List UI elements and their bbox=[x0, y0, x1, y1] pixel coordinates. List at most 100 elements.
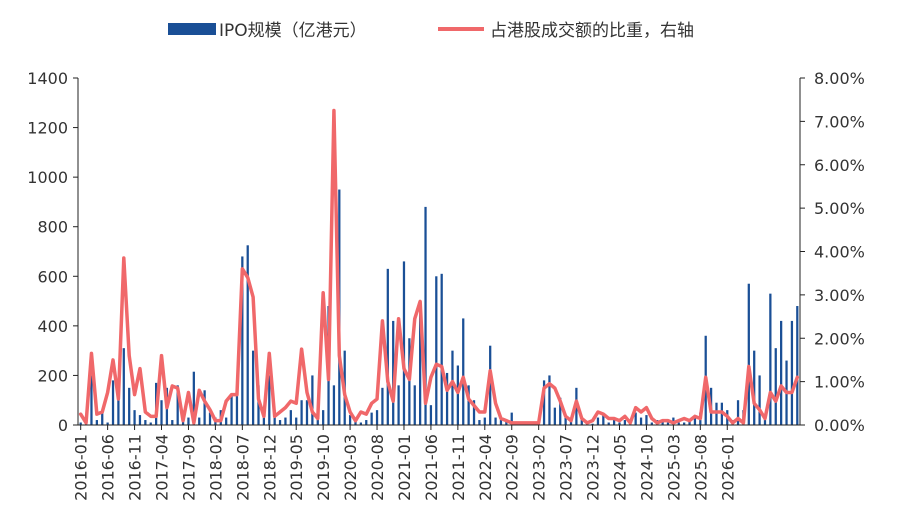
x-axis-tick-label: 2018-07 bbox=[233, 434, 252, 501]
x-axis-tick-label: 2016-06 bbox=[99, 434, 118, 501]
ipo-bar bbox=[192, 371, 195, 425]
legend-bar-swatch bbox=[168, 23, 216, 35]
right-axis-tick-label: 5.00% bbox=[814, 199, 865, 218]
right-axis-tick-label: 6.00% bbox=[814, 156, 865, 175]
ipo-bar bbox=[478, 420, 481, 425]
x-axis-tick-label: 2025-08 bbox=[691, 434, 710, 501]
ipo-bar bbox=[381, 387, 384, 425]
ipo-bar bbox=[171, 420, 174, 425]
ipo-bar bbox=[322, 410, 325, 425]
ipo-bar bbox=[375, 410, 379, 425]
left-axis-tick-label: 400 bbox=[37, 317, 68, 336]
ipo-bar bbox=[564, 417, 567, 425]
ipo-bar bbox=[559, 397, 562, 425]
ipo-bar bbox=[790, 320, 794, 425]
ipo-bar bbox=[591, 423, 594, 425]
x-axis-tick-label: 2019-05 bbox=[287, 434, 306, 501]
ipo-bar bbox=[548, 375, 551, 425]
ipo-bar bbox=[467, 385, 470, 425]
line-series bbox=[78, 108, 800, 425]
x-axis-tick-label: 2024-10 bbox=[637, 434, 656, 501]
ipo-bar bbox=[607, 422, 610, 425]
ipo-bar bbox=[198, 417, 201, 425]
left-axis-tick-label: 1400 bbox=[27, 69, 68, 88]
ipo-bar bbox=[106, 422, 109, 425]
ipo-bar bbox=[542, 380, 546, 425]
ipo-bar bbox=[763, 417, 767, 425]
ipo-bar bbox=[666, 422, 670, 425]
ipo-bar bbox=[440, 273, 443, 425]
ipo-bar bbox=[392, 320, 395, 425]
x-axis-tick-label: 2018-02 bbox=[206, 434, 225, 501]
ipo-bar bbox=[397, 385, 400, 425]
ipo-bar bbox=[311, 375, 314, 425]
ipo-bar bbox=[225, 417, 228, 425]
ipo-bar bbox=[569, 420, 573, 425]
ipo-bar bbox=[553, 407, 556, 425]
ipo-bar bbox=[489, 345, 492, 425]
right-axis-tick-label: 0.00% bbox=[814, 416, 865, 435]
ipo-bar bbox=[203, 390, 206, 425]
ipo-bar bbox=[645, 415, 648, 425]
ipo-bar bbox=[149, 422, 152, 425]
x-axis-tick-label: 2020-08 bbox=[368, 434, 387, 501]
x-axis-tick-label: 2022-04 bbox=[476, 434, 495, 501]
ipo-bar bbox=[208, 412, 212, 425]
x-axis-tick-label: 2020-03 bbox=[341, 434, 360, 501]
ipo-bar bbox=[386, 268, 389, 425]
ipo-bar bbox=[402, 261, 406, 425]
x-axis-tick-label: 2022-09 bbox=[503, 434, 522, 501]
ipo-bar bbox=[747, 283, 750, 425]
right-axis-tick-label: 2.00% bbox=[814, 329, 865, 348]
ipo-bar bbox=[251, 350, 255, 425]
left-axis: 0 200 400 600 800 1000 1200 1400 bbox=[27, 69, 79, 435]
right-axis: 0.00% 1.00% 2.00% 3.00% 4.00% 5.00% 6.00% 7.00%… bbox=[799, 69, 865, 435]
ipo-bar bbox=[268, 375, 271, 425]
x-axis-tick-label: 2021-06 bbox=[422, 434, 441, 501]
ipo-bar bbox=[483, 417, 486, 425]
ipo-bar bbox=[472, 400, 476, 425]
ipo-bar bbox=[111, 380, 115, 425]
x-axis-tick-label: 2017-04 bbox=[153, 434, 172, 501]
x-axis-tick-label: 2026-01 bbox=[718, 434, 737, 501]
ipo-bar bbox=[413, 385, 416, 425]
ipo-bar bbox=[408, 338, 411, 425]
x-axis-tick-label: 2025-03 bbox=[664, 434, 683, 501]
ipo-bar bbox=[456, 365, 459, 425]
left-axis-tick-label: 800 bbox=[37, 218, 68, 237]
ipo-bar bbox=[187, 417, 190, 425]
ipo-bar bbox=[117, 387, 120, 425]
x-axis-tick-label: 2023-12 bbox=[584, 434, 603, 501]
ipo-bar bbox=[160, 400, 163, 425]
right-axis-tick-label: 4.00% bbox=[814, 243, 865, 262]
ipo-bar bbox=[144, 420, 147, 425]
x-axis: 2016-01 2016-06 2016-11 2017-04 2017-09 2018-… bbox=[72, 424, 800, 501]
ipo-bar bbox=[90, 375, 93, 425]
left-axis-tick-label: 1000 bbox=[27, 168, 68, 187]
legend-line-label: 占港股成交额的比重，右轴 bbox=[490, 21, 694, 41]
right-axis-tick-label: 8.00% bbox=[814, 69, 865, 88]
ipo-bar bbox=[435, 276, 438, 425]
ipo-bar bbox=[348, 415, 352, 425]
legend: IPO规模（亿港元） 占港股成交额的比重，右轴 bbox=[168, 21, 694, 41]
ipo-bar bbox=[230, 395, 233, 425]
ipo-bar bbox=[736, 400, 740, 425]
ipo-bar bbox=[758, 375, 761, 425]
left-axis-tick-label: 600 bbox=[37, 267, 68, 286]
ipo-bar bbox=[235, 395, 239, 425]
ipo-bar bbox=[688, 420, 691, 425]
ipo-bar bbox=[445, 372, 449, 425]
ipo-bar bbox=[284, 417, 287, 425]
x-axis-tick-label: 2018-12 bbox=[260, 434, 279, 501]
ipo-bar bbox=[796, 306, 799, 425]
ipo-bar bbox=[634, 412, 637, 425]
ipo-bar bbox=[257, 385, 260, 425]
ipo-bar bbox=[769, 293, 772, 425]
ipo-bar bbox=[128, 387, 131, 425]
ipo-bar bbox=[95, 420, 98, 425]
ipo-bar bbox=[462, 318, 465, 425]
ipo-bar bbox=[429, 405, 433, 425]
share-line bbox=[78, 108, 800, 425]
x-axis-tick-label: 2021-11 bbox=[449, 434, 468, 501]
